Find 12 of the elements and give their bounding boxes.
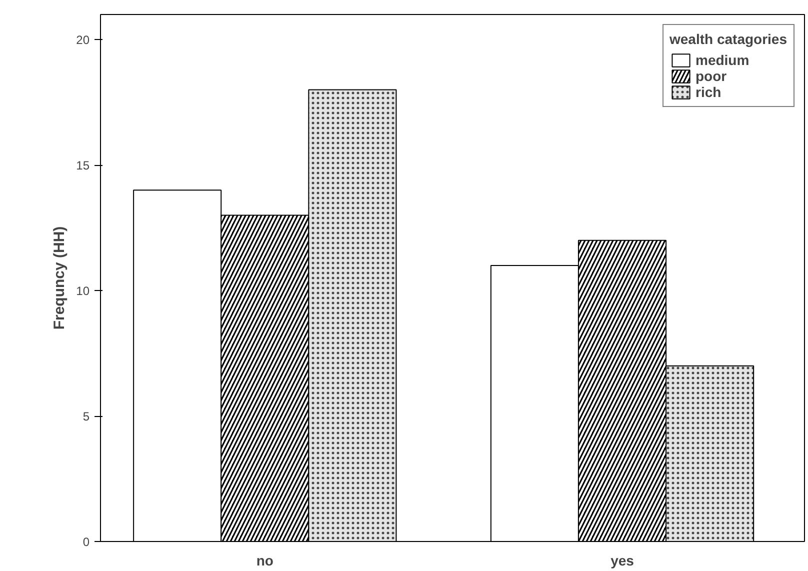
y-tick-label: 5 <box>82 410 90 424</box>
y-tick-label: 10 <box>76 284 90 298</box>
legend-label: medium <box>696 52 750 68</box>
y-tick-label: 0 <box>82 535 90 549</box>
y-tick-label: 15 <box>76 158 90 173</box>
legend-label: poor <box>696 68 727 84</box>
x-tick-label: no <box>256 552 274 568</box>
y-tick-label: 20 <box>76 33 90 48</box>
legend-label: rich <box>696 84 722 100</box>
y-axis-title: Frequncy (HH) <box>51 226 68 330</box>
x-tick-label: yes <box>610 552 634 568</box>
legend-title: wealth catagories <box>670 31 787 47</box>
